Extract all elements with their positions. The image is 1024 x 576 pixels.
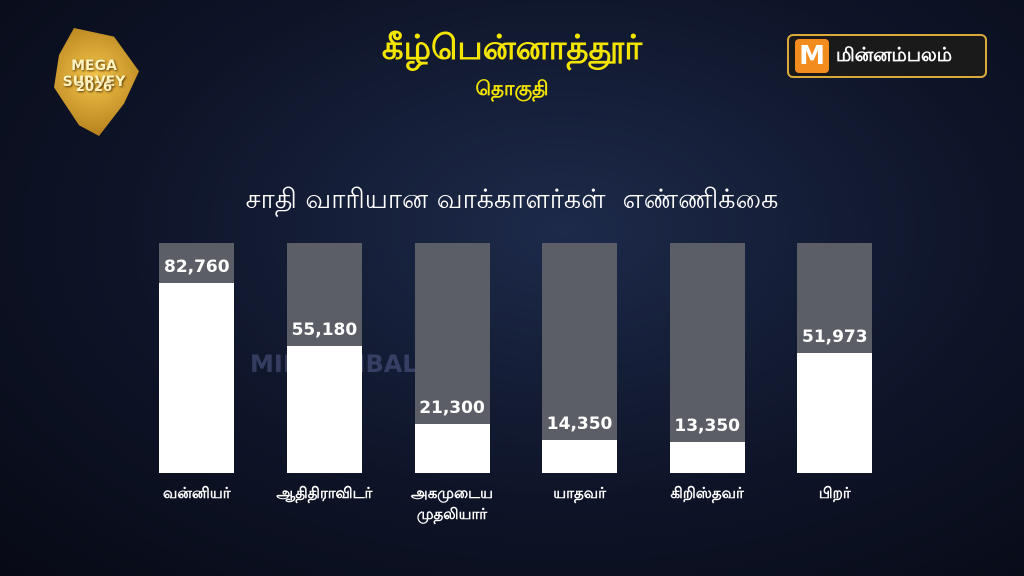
value-label: 21,300 [419, 398, 485, 418]
chart-subtitle: தொகுதி [475, 76, 549, 100]
bar-track [542, 243, 618, 473]
x-tick-label: அகமுடைய முதலியார் [411, 484, 493, 523]
x-tick-label: ஆதிதிராவிடர் [276, 484, 373, 502]
value-label: 13,350 [674, 416, 740, 437]
value-label: 51,973 [801, 327, 868, 348]
chart-caption: சாதி வாரியான வாக்காளர்கள் எண்ணிக்கை [245, 184, 779, 215]
brand-icon: M [795, 39, 829, 73]
value-label: 82,760 [163, 256, 230, 277]
logo-year: 2026 [75, 80, 113, 95]
chart-title: கீழ்பென்னாத்தூர் [381, 28, 643, 68]
bar-track [669, 243, 745, 473]
x-tick-label: வன்னியர் [163, 484, 231, 502]
value-label: 55,180 [291, 320, 358, 341]
bar [542, 439, 618, 473]
bar [414, 424, 490, 473]
bar [797, 353, 873, 473]
value-label: 14,350 [546, 413, 613, 434]
x-tick-label: கிறிஸ்தவர் [670, 484, 744, 502]
bar [286, 346, 362, 473]
x-tick-label: யாதவர் [553, 484, 606, 502]
logo-text: MEGA SURVEY [62, 58, 126, 90]
bar [159, 282, 235, 473]
brand-name: மின்னம்பலம் [836, 44, 953, 66]
bar [669, 442, 745, 473]
x-tick-label: பிறர் [818, 484, 851, 502]
